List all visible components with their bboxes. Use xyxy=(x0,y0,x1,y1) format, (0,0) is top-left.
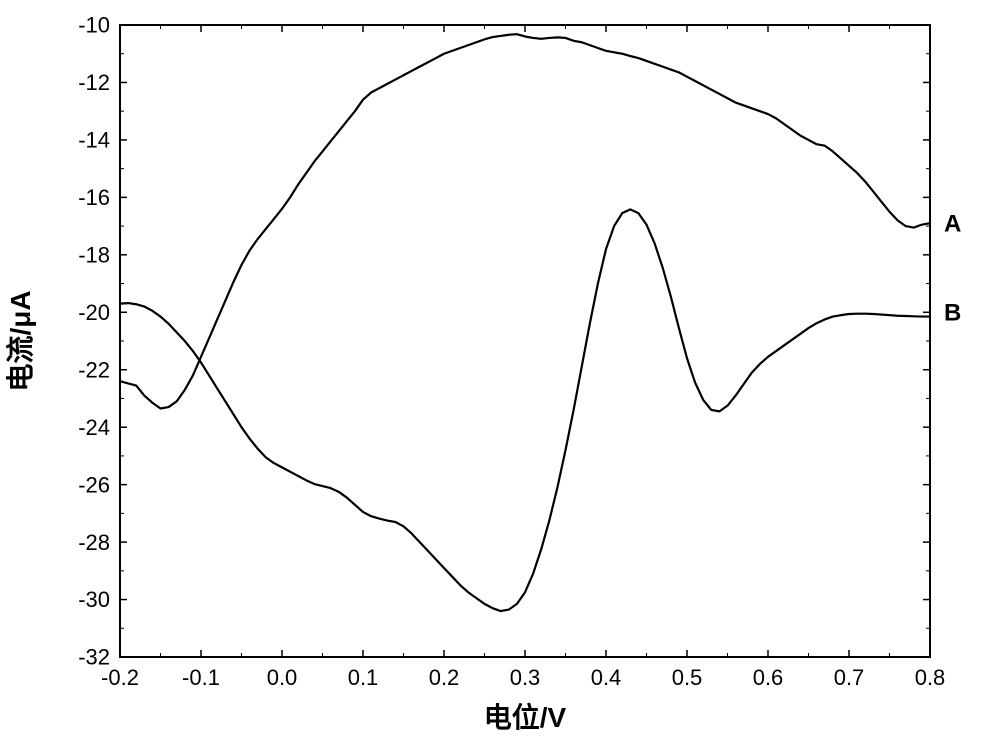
y-axis-label: 电流/μA xyxy=(5,290,36,391)
y-tick-label: -22 xyxy=(78,357,110,382)
y-tick-label: -10 xyxy=(78,13,110,38)
x-tick-label: 0.6 xyxy=(753,665,784,690)
y-tick-label: -24 xyxy=(78,415,110,440)
y-tick-label: -20 xyxy=(78,300,110,325)
x-tick-label: 0.7 xyxy=(834,665,865,690)
x-tick-label: 0.4 xyxy=(591,665,622,690)
series-label-B: B xyxy=(944,300,961,327)
x-tick-label: 0.8 xyxy=(915,665,946,690)
y-tick-label: -16 xyxy=(78,185,110,210)
x-tick-label: 0.1 xyxy=(348,665,379,690)
x-tick-label: -0.1 xyxy=(182,665,220,690)
y-tick-label: -30 xyxy=(78,587,110,612)
chart-svg: -0.2-0.10.00.10.20.30.40.50.60.70.8-32-3… xyxy=(0,0,1000,752)
y-tick-label: -12 xyxy=(78,70,110,95)
x-tick-label: 0.0 xyxy=(267,665,298,690)
x-tick-label: 0.2 xyxy=(429,665,460,690)
y-tick-label: -32 xyxy=(78,645,110,670)
y-tick-label: -18 xyxy=(78,243,110,268)
chart-container: -0.2-0.10.00.10.20.30.40.50.60.70.8-32-3… xyxy=(0,0,1000,752)
y-tick-label: -14 xyxy=(78,128,110,153)
y-tick-label: -26 xyxy=(78,472,110,497)
series-label-A: A xyxy=(944,211,961,238)
x-axis-label: 电位/V xyxy=(484,701,567,733)
y-tick-label: -28 xyxy=(78,530,110,555)
x-tick-label: 0.3 xyxy=(510,665,541,690)
x-tick-label: 0.5 xyxy=(672,665,703,690)
